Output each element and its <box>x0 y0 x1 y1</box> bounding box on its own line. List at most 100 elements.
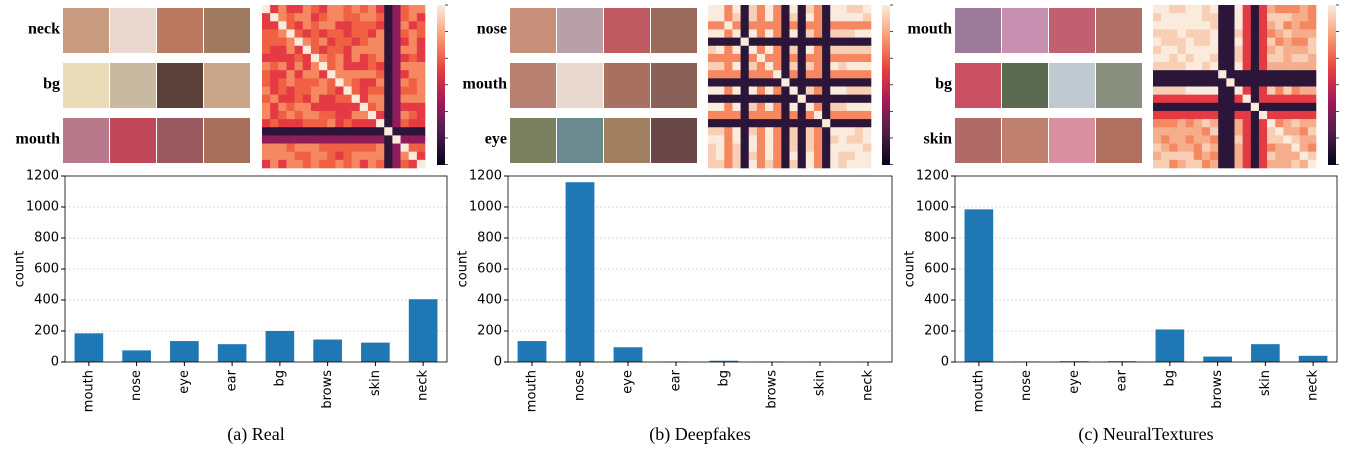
heatmap-cell <box>838 151 847 161</box>
x-tick-label: ear <box>225 369 240 391</box>
heatmap-cell <box>319 37 328 47</box>
heatmap-cell <box>789 102 798 112</box>
axes-frame <box>64 175 448 363</box>
patch-thumbnail <box>63 8 109 53</box>
heatmap-cell <box>716 151 725 161</box>
heatmap-cell <box>1218 135 1227 144</box>
heatmap-cell <box>716 21 725 30</box>
heatmap-cell <box>1169 29 1178 38</box>
patch-thumbnail <box>604 8 650 53</box>
heatmap-cell <box>416 78 426 87</box>
heatmap-cell <box>1161 86 1170 95</box>
heatmap-cell <box>400 102 409 112</box>
heatmap-cell <box>781 13 790 22</box>
heatmap-cell <box>773 151 782 161</box>
heatmap-cell <box>1193 29 1203 38</box>
heatmap-cell <box>1226 86 1235 95</box>
heatmap-cell <box>400 159 409 169</box>
heatmap-cell <box>319 29 328 38</box>
heatmap-cell <box>813 159 823 169</box>
heatmap-cell <box>294 86 304 95</box>
heatmap-cell <box>1234 37 1243 47</box>
heatmap-cell <box>1291 159 1300 169</box>
heatmap-cell <box>1153 13 1162 22</box>
heatmap-cell <box>1234 53 1243 63</box>
heatmap-cell <box>302 86 312 95</box>
y-tick-label: 200 <box>34 324 59 339</box>
heatmap-cell <box>830 70 839 79</box>
heatmap-cell <box>1153 5 1162 14</box>
heatmap-cell <box>408 102 418 112</box>
heatmap-cell <box>1234 86 1243 95</box>
heatmap-cell <box>846 86 855 95</box>
heatmap-cell <box>748 21 758 30</box>
heatmap-cell <box>1218 151 1227 161</box>
heatmap-cell <box>716 127 725 136</box>
heatmap-cell <box>846 37 855 47</box>
heatmap-cell <box>781 5 790 14</box>
heatmap-cell <box>1250 119 1260 128</box>
heatmap-cell <box>416 21 426 30</box>
heatmap-cell <box>1153 29 1162 38</box>
heatmap-cell <box>789 94 798 104</box>
heatmap-cell <box>732 45 741 55</box>
heatmap-cell <box>1267 127 1276 136</box>
heatmap-cell <box>1177 37 1186 47</box>
heatmap-cell <box>319 21 328 30</box>
heatmap-cell <box>1307 127 1317 136</box>
heatmap-cell <box>862 110 872 120</box>
heatmap-cell <box>1299 13 1309 22</box>
heatmap-cell <box>1291 86 1300 95</box>
heatmap-cell <box>716 119 725 128</box>
heatmap-cell <box>359 29 369 38</box>
heatmap-cell <box>748 135 758 144</box>
heatmap-cell <box>392 86 401 95</box>
heatmap-cell <box>335 45 344 55</box>
patch-thumbnail <box>557 8 603 53</box>
heatmap-cell <box>384 70 393 79</box>
heatmap-cell <box>327 78 336 87</box>
heatmap-cell <box>765 53 774 63</box>
heatmap-cell <box>765 135 774 144</box>
heatmap-cell <box>1283 78 1292 87</box>
heatmap-cell <box>351 21 361 30</box>
heatmap-cell <box>384 37 393 47</box>
heatmap-cell <box>416 29 426 38</box>
heatmap-cell <box>1169 78 1178 87</box>
heatmap-cell <box>1242 53 1252 63</box>
heatmap-cell <box>854 159 864 169</box>
heatmap-cell <box>846 78 855 87</box>
heatmap-cell <box>319 127 328 136</box>
heatmap-cell <box>384 45 393 55</box>
patch-thumbnail <box>651 63 697 108</box>
heatmap-cell <box>1193 78 1203 87</box>
heatmap-cell <box>384 53 393 63</box>
patch-thumbnail <box>1002 63 1048 108</box>
heatmap-cell <box>1283 5 1292 14</box>
y-tick-label: 600 <box>34 262 59 277</box>
heatmap-cell <box>1242 151 1252 161</box>
heatmap-cell <box>813 13 823 22</box>
heatmap-cell <box>830 29 839 38</box>
heatmap-cell <box>862 5 872 14</box>
heatmap-cell <box>392 21 401 30</box>
heatmap-cell <box>302 143 312 152</box>
heatmap-cell <box>1250 151 1260 161</box>
heatmap-cell <box>351 45 361 55</box>
heatmap-cell <box>302 5 312 14</box>
heatmap-cell <box>1275 127 1284 136</box>
heatmap-cell <box>1226 13 1235 22</box>
heatmap-cell <box>1210 13 1219 22</box>
heatmap-cell <box>724 21 733 30</box>
heatmap-cell <box>1275 13 1284 22</box>
heatmap-cell <box>822 45 831 55</box>
heatmap-cell <box>351 78 361 87</box>
heatmap-cell <box>1242 94 1252 104</box>
heatmap-cell <box>1275 37 1284 47</box>
heatmap-cell <box>1226 21 1235 30</box>
heatmap-cell <box>789 29 798 38</box>
heatmap-cell <box>416 159 426 169</box>
patch-thumbnail <box>510 63 556 108</box>
heatmap-cell <box>797 102 807 112</box>
heatmap-cell <box>286 135 295 144</box>
